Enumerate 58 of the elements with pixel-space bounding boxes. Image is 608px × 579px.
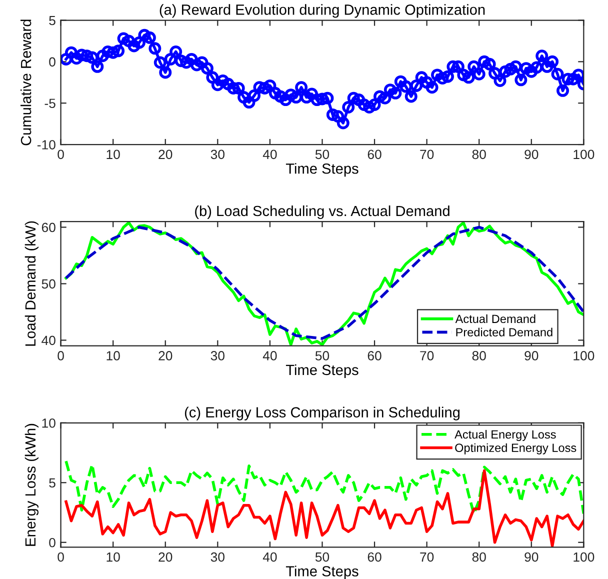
x-tick-label: 70 [420, 552, 434, 562]
x-tick-label: 60 [368, 351, 382, 360]
y-tick-label: 50 [42, 279, 56, 289]
x-tick-label: 70 [420, 150, 434, 160]
x-tick-label: 0 [58, 150, 64, 160]
x-tick-label: 10 [106, 351, 120, 360]
legend-label: Predicted Demand [456, 328, 552, 336]
x-tick-label: 10 [106, 552, 120, 562]
y-tick-label: 0 [49, 538, 56, 548]
x-tick-label: 100 [574, 552, 594, 562]
x-tick-label: 50 [315, 351, 330, 360]
y-axis-title: Load Demand (kW) [24, 221, 38, 346]
x-tick-label: 60 [368, 150, 382, 160]
y-tick-label: -5 [44, 98, 56, 108]
x-axis-title: Time Steps [286, 163, 358, 177]
line-series [64, 460, 584, 516]
x-axis-title: Time Steps [286, 364, 358, 378]
x-tick-label: 90 [524, 351, 538, 360]
x-axis-title: Time Steps [286, 566, 358, 579]
x-tick-label: 20 [158, 552, 172, 562]
x-tick-label: 0 [58, 351, 64, 360]
x-tick-label: 0 [58, 552, 64, 562]
legend-label: Optimized Energy Loss [455, 443, 576, 454]
x-tick-label: 90 [524, 552, 538, 562]
x-tick-label: 30 [210, 351, 224, 360]
x-tick-label: 40 [262, 351, 277, 360]
x-tick-label: 50 [315, 150, 330, 160]
x-tick-label: 100 [574, 351, 594, 360]
x-tick-label: 20 [158, 150, 172, 160]
chart-title: (b) Load Scheduling vs. Actual Demand [195, 205, 450, 220]
x-tick-label: 50 [315, 552, 330, 562]
y-tick-label: 10 [42, 418, 56, 428]
y-tick-label: 40 [42, 336, 56, 346]
y-tick-label: 5 [49, 16, 56, 26]
x-tick-label: 40 [262, 150, 277, 160]
x-tick-label: 10 [106, 150, 120, 160]
chart-title: (c) Energy Loss Comparison in Scheduling [184, 406, 460, 420]
y-tick-label: 0 [49, 57, 56, 67]
x-tick-label: 20 [158, 351, 172, 360]
line-series [64, 469, 584, 548]
x-tick-label: 80 [472, 552, 486, 562]
chart-title: (a) Reward Evolution during Dynamic Optimization [160, 4, 485, 18]
y-tick-label: -10 [37, 140, 56, 150]
x-tick-label: 70 [420, 351, 434, 360]
x-tick-label: 60 [368, 552, 382, 562]
x-tick-label: 90 [524, 150, 538, 160]
y-tick-label: 60 [42, 222, 56, 232]
x-tick-label: 80 [472, 351, 486, 360]
text: Actual Energy Loss [454, 430, 556, 441]
y-tick-label: 5 [49, 478, 56, 488]
x-tick-label: 30 [210, 552, 224, 562]
x-tick-label: 100 [574, 150, 594, 160]
y-axis-title: Cumulative Reward [20, 20, 32, 146]
x-tick-label: 30 [210, 150, 224, 160]
y-axis-title: Energy Loss (kWh) [24, 424, 38, 546]
x-tick-label: 80 [472, 150, 486, 160]
legend-label: Actual Demand [455, 314, 536, 324]
x-tick-label: 40 [262, 552, 277, 562]
